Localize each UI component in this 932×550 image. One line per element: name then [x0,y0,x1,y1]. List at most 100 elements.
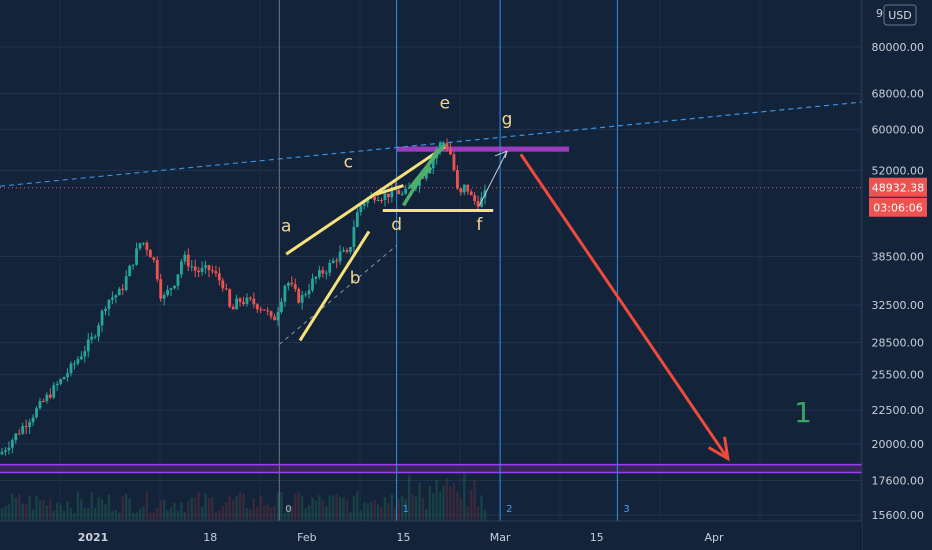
volume-bar [49,499,52,521]
volume-bar [149,512,152,521]
volume-bar [456,491,459,521]
price-axis[interactable]: 80000.00 68000.00 60000.00 52000.00 38500.00… [861,0,932,550]
volume-bar [87,507,90,521]
price-tick-label: 17600.00 [872,474,925,487]
volume-bar [266,504,269,521]
candle-body [238,298,242,302]
price-tick-label: 20000.00 [872,438,925,451]
candle-body [76,359,80,364]
candle-body [456,170,459,189]
volume-bar [314,500,318,521]
candle-body [400,193,404,195]
volume-bar [318,495,321,521]
volume-bar [470,490,473,521]
candle-body [4,450,7,452]
candle-body [307,290,311,295]
volume-bar [142,506,145,521]
volume-bar [204,493,207,521]
candle-body [90,336,94,340]
volume-bar [59,504,62,521]
volume-bar [104,504,107,521]
candle-body [145,242,149,251]
volume-bar [256,506,259,521]
candle-body [445,142,449,149]
candle-body [100,310,104,326]
volume-bar [218,510,221,521]
candle-body [366,198,370,204]
wedge-lower-line [298,230,371,342]
candle-body [349,247,352,252]
candle-body [207,265,211,271]
volume-bar [252,498,256,521]
candle-body [135,248,138,265]
wave-labels: a b c d e f g 1 [281,94,812,429]
price-tick-label: 15600.00 [872,509,925,522]
countdown-badge [869,197,927,217]
candle-body [321,270,325,274]
candle-body [231,306,235,310]
candle-body [107,299,111,309]
candle-body [252,298,256,305]
time-axis[interactable]: 2021 18 Feb 15 Mar 15 Apr [0,520,862,550]
volume-bar [11,493,14,521]
volume-bar [401,495,404,521]
price-tick-label: 28500.00 [872,336,925,349]
candle-body [214,271,218,274]
volume-bar [335,494,338,521]
volume-bar [304,508,307,521]
volume-bar [421,497,425,521]
currency-badge [883,4,917,26]
volume-bar [200,506,204,521]
volume-bar [297,491,300,521]
candle-body [376,200,380,202]
volume-bar [138,508,142,521]
candle-body [404,189,408,194]
candle-body [459,188,463,193]
volume-bar [45,505,49,521]
volume-bar [76,491,80,521]
volume-bar [249,509,252,521]
volume-bar [18,493,21,521]
trendlines [0,101,863,345]
volume-bar [345,499,349,521]
volume-bar [145,491,149,521]
volume-bar [473,480,476,521]
volume-bar [194,497,197,521]
volume-bar [383,497,387,521]
candle-body [318,270,321,277]
candle-body [324,272,328,274]
candle-body [476,201,480,207]
time-tick-label: Feb [297,531,316,544]
volume-bar [269,507,273,521]
candle-body [397,190,401,195]
volume-bar [394,508,397,521]
volume-bar [300,496,304,521]
volume-bar [321,500,325,521]
candle-body [45,394,49,402]
candle-body [66,373,69,378]
volume-bar [93,507,97,521]
candle-body [269,311,273,317]
candle-body [249,297,252,299]
volume-bar [380,506,383,521]
volume-bar [121,496,124,521]
candle-body [297,288,301,303]
volume-bar [159,500,162,521]
wave-label-f: f [476,215,483,235]
volume-bar [373,500,376,521]
candle-body [424,173,428,179]
volume-bar [245,507,249,521]
candle-body [345,250,349,252]
volume-bar [52,510,55,521]
current-price-label: 48932.38 [872,182,925,195]
candle-body [42,400,45,402]
candle-body [69,363,73,374]
time-tick-label: Apr [704,531,724,544]
volume-bar [100,499,104,521]
candle-body [431,158,435,169]
volume-bar [73,512,76,521]
price-tick-label: 22500.00 [872,404,925,417]
